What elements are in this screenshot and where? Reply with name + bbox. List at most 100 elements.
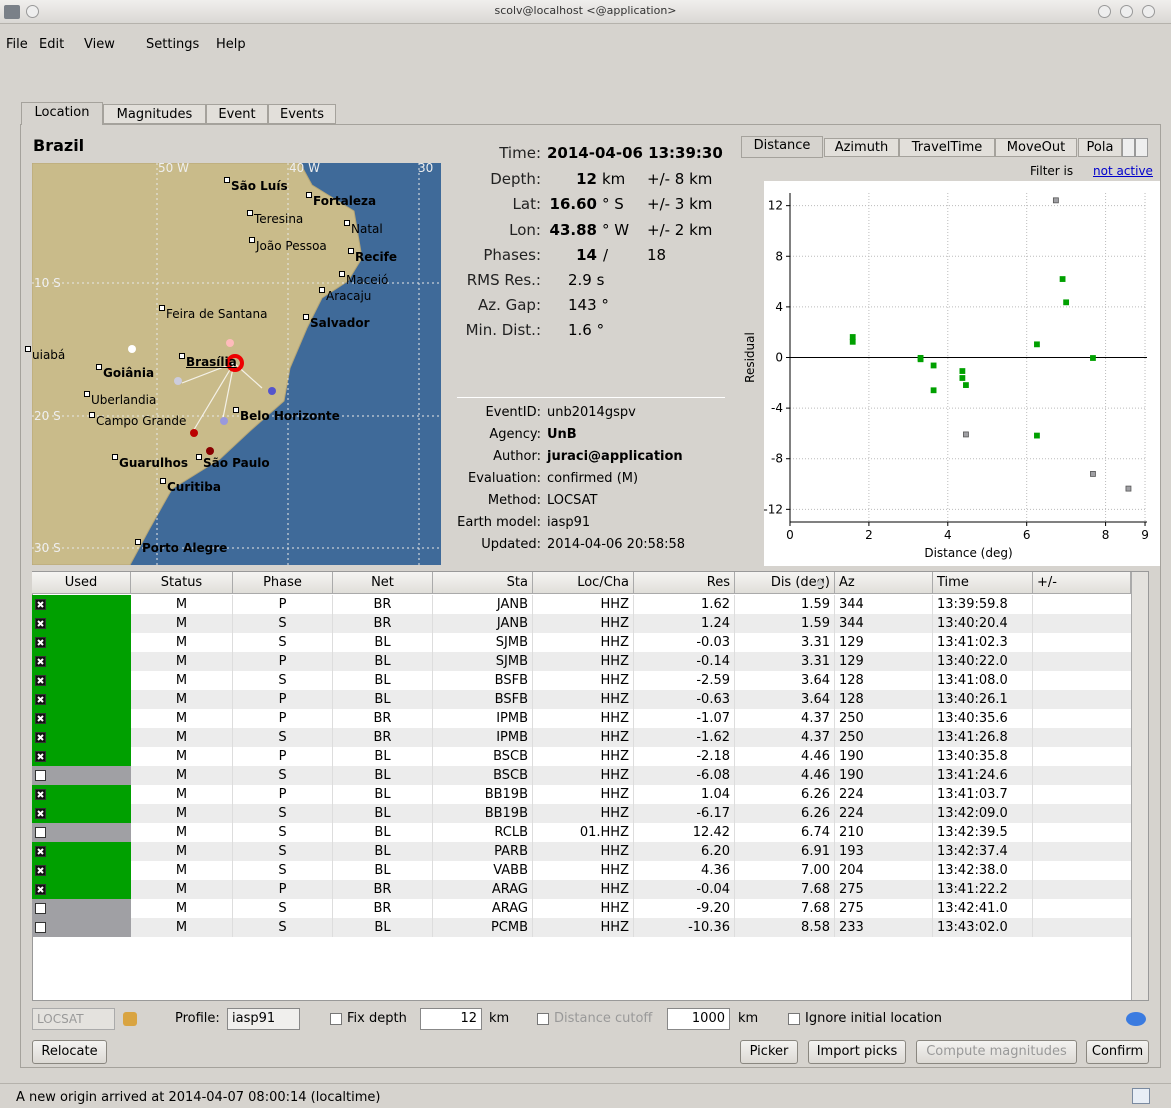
checkbox[interactable] bbox=[35, 656, 46, 667]
table-cell: BL bbox=[333, 633, 433, 652]
table-cell: 13:42:37.4 bbox=[933, 842, 1033, 861]
combo[interactable]: LOCSAT bbox=[32, 1008, 115, 1030]
checkbox[interactable] bbox=[537, 1013, 549, 1025]
button[interactable]: Relocate bbox=[32, 1040, 107, 1064]
menu-item[interactable]: Help bbox=[216, 37, 246, 52]
checkbox[interactable] bbox=[35, 827, 46, 838]
tab[interactable]: Event bbox=[206, 104, 268, 124]
filter-link[interactable]: not active bbox=[1093, 164, 1153, 178]
toolbar-button[interactable] bbox=[56, 66, 72, 80]
window-button[interactable] bbox=[1142, 5, 1155, 18]
table-cell: S bbox=[233, 861, 333, 880]
table-cell: BR bbox=[333, 728, 433, 747]
window-button[interactable] bbox=[1098, 5, 1111, 18]
button[interactable]: Import picks bbox=[808, 1040, 906, 1064]
table-cell: 3.64 bbox=[735, 671, 835, 690]
checkbox[interactable] bbox=[35, 694, 46, 705]
tab[interactable]: Events bbox=[268, 104, 336, 124]
point bbox=[963, 431, 969, 438]
checkbox[interactable] bbox=[35, 922, 46, 933]
combo[interactable]: iasp91 bbox=[227, 1008, 300, 1030]
table-cell: M bbox=[131, 747, 233, 766]
tab[interactable]: Location bbox=[21, 102, 103, 125]
column-header[interactable]: Status bbox=[131, 572, 233, 594]
menu-item[interactable]: File bbox=[6, 37, 28, 52]
table-cell: HHZ bbox=[533, 709, 634, 728]
checkbox[interactable] bbox=[35, 884, 46, 895]
chat-icon[interactable] bbox=[1126, 1012, 1146, 1026]
checkbox[interactable] bbox=[35, 770, 46, 781]
table-cell: M bbox=[131, 842, 233, 861]
column-header[interactable]: Sta bbox=[433, 572, 533, 594]
menu-item[interactable]: Edit bbox=[39, 37, 65, 52]
map-city-label: Campo Grande bbox=[96, 414, 187, 428]
checkbox[interactable] bbox=[788, 1013, 800, 1025]
point bbox=[917, 356, 924, 363]
checkbox[interactable] bbox=[35, 599, 46, 610]
table-cell: -2.18 bbox=[634, 747, 735, 766]
plot-tab[interactable]: MoveOut bbox=[995, 138, 1077, 157]
checkbox[interactable] bbox=[330, 1013, 342, 1025]
input[interactable]: 12 bbox=[420, 1008, 482, 1030]
column-header[interactable]: +/- bbox=[1033, 572, 1131, 594]
table-cell: -0.04 bbox=[634, 880, 735, 899]
checkbox-label: Distance cutoff bbox=[554, 1011, 653, 1026]
menu-item[interactable]: View bbox=[84, 37, 115, 52]
plot-tab[interactable]: Distance bbox=[741, 136, 823, 158]
menu-item[interactable]: Settings bbox=[146, 37, 200, 52]
checkbox[interactable] bbox=[35, 903, 46, 914]
table-cell: HHZ bbox=[533, 861, 634, 880]
checkbox[interactable] bbox=[35, 637, 46, 648]
table-cell: BSCB bbox=[433, 747, 533, 766]
checkbox[interactable] bbox=[35, 675, 46, 686]
column-header[interactable]: Phase bbox=[233, 572, 333, 594]
table-cell: VABB bbox=[433, 861, 533, 880]
tab-scroll[interactable] bbox=[1135, 138, 1148, 157]
table-cell: S bbox=[233, 823, 333, 842]
column-header[interactable]: Net bbox=[333, 572, 433, 594]
table-cell: M bbox=[131, 918, 233, 937]
toolbar-button[interactable] bbox=[30, 66, 46, 80]
button[interactable]: Compute magnitudes bbox=[916, 1040, 1077, 1064]
table-row bbox=[32, 595, 1131, 614]
window-button[interactable] bbox=[26, 5, 39, 18]
table-cell: 12.42 bbox=[634, 823, 735, 842]
button[interactable]: Confirm bbox=[1086, 1040, 1149, 1064]
table-cell: BL bbox=[333, 804, 433, 823]
table-cell: 13:41:22.2 bbox=[933, 880, 1033, 899]
column-header[interactable]: Time bbox=[933, 572, 1033, 594]
checkbox[interactable] bbox=[35, 846, 46, 857]
origin-label: Az. Gap: bbox=[477, 296, 541, 314]
tab[interactable]: Magnitudes bbox=[103, 104, 206, 124]
table-cell: 7.68 bbox=[735, 899, 835, 918]
map-city-label: Recife bbox=[355, 250, 397, 264]
plot-tab[interactable]: Pola bbox=[1078, 138, 1122, 157]
column-header[interactable]: Used bbox=[32, 572, 131, 594]
tab-scroll[interactable] bbox=[1122, 138, 1135, 157]
checkbox[interactable] bbox=[35, 713, 46, 724]
plot-tab[interactable]: TravelTime bbox=[899, 138, 995, 157]
checkbox[interactable] bbox=[35, 618, 46, 629]
table-row bbox=[32, 880, 1131, 899]
plot-tab[interactable]: Azimuth bbox=[824, 138, 899, 157]
city-marker bbox=[135, 539, 141, 545]
checkbox[interactable] bbox=[35, 751, 46, 762]
map-grid-label: 40 W bbox=[289, 161, 320, 175]
table-cell: 4.37 bbox=[735, 728, 835, 747]
used-cell bbox=[32, 671, 131, 690]
checkbox[interactable] bbox=[35, 865, 46, 876]
column-header[interactable]: Loc/Cha bbox=[533, 572, 634, 594]
checkbox[interactable] bbox=[35, 808, 46, 819]
input[interactable]: 1000 bbox=[667, 1008, 730, 1030]
checkbox[interactable] bbox=[35, 732, 46, 743]
table-cell: BL bbox=[333, 861, 433, 880]
column-header[interactable]: Res bbox=[634, 572, 735, 594]
map-city-label: Porto Alegre bbox=[142, 541, 228, 555]
button[interactable]: Picker bbox=[740, 1040, 798, 1064]
scrollbar[interactable] bbox=[1131, 572, 1148, 1000]
table-cell: 210 bbox=[835, 823, 933, 842]
origin-label: Time: bbox=[499, 144, 541, 162]
checkbox[interactable] bbox=[35, 789, 46, 800]
column-header[interactable]: Az bbox=[835, 572, 933, 594]
window-button[interactable] bbox=[1120, 5, 1133, 18]
